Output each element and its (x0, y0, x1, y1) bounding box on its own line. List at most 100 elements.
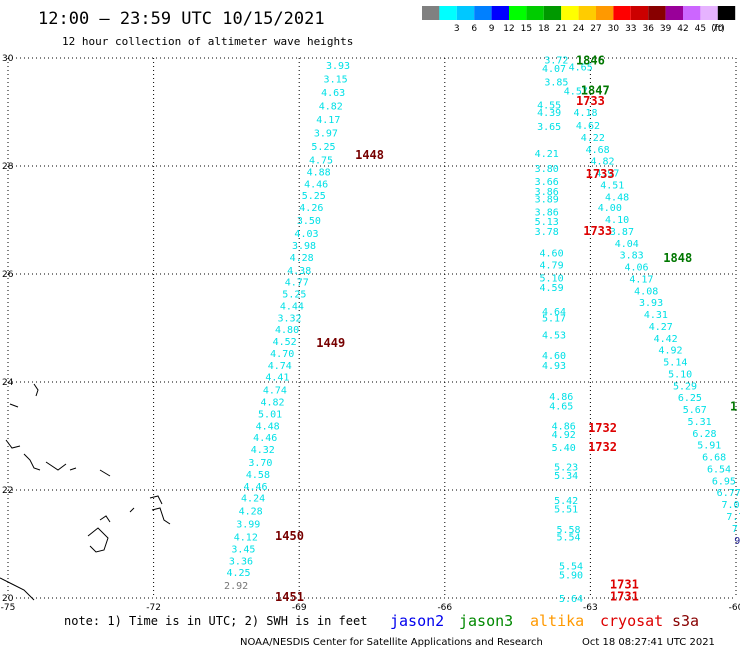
wave-height-value: 3.72 (544, 56, 568, 67)
wave-height-value: 3.86 (535, 187, 559, 198)
wave-height-value: 4.48 (256, 421, 280, 432)
wave-height-tracks: 3.933.154.634.824.173.975.254.754.884.46… (224, 56, 740, 605)
wave-height-value: 3.32 (277, 313, 301, 324)
wave-height-value: 4.46 (243, 482, 267, 493)
wave-height-value: 4.27 (649, 322, 673, 333)
wave-height-value: 4.65 (569, 63, 593, 74)
legend-label: 27 (590, 24, 601, 34)
footer-note: note: 1) Time is in UTC; 2) SWH is in fe… (64, 614, 367, 628)
legend-swatch (561, 6, 579, 20)
satellite-name: jason2 (390, 612, 444, 630)
wave-height-value: 3.78 (535, 227, 559, 238)
map-subtitle: 12 hour collection of altimeter wave hei… (62, 35, 353, 48)
wave-height-value: 3.93 (639, 298, 663, 309)
pass-time: 1733 (586, 167, 615, 181)
wave-height-value: 6.54 (707, 464, 731, 475)
satellite-legend: jason2 jason3 altika cryosat s3a (390, 612, 699, 630)
pass-time: 1732 (588, 421, 617, 435)
wave-height-value: 4.57 (564, 86, 588, 97)
wave-height-value: 4.04 (615, 239, 639, 250)
wave-height-value: 4.80 (275, 325, 299, 336)
wave-height-value: 4.28 (290, 253, 314, 264)
legend-swatch (700, 6, 718, 20)
pass-time: 1732 (588, 440, 617, 454)
pass-time: 1450 (275, 529, 304, 543)
legend-label: 21 (555, 24, 566, 34)
wave-height-value: 5.54 (557, 533, 581, 544)
wave-height-value: 3.89 (535, 194, 559, 205)
satellite-name: s3a (672, 612, 699, 630)
wave-height-value: 3.45 (231, 544, 255, 555)
wave-height-value: 3.65 (537, 122, 561, 133)
wave-height-value: 4.52 (273, 337, 297, 348)
pass-time: 1731 (610, 578, 639, 592)
wave-height-value: 4.93 (542, 361, 566, 372)
wave-height-value: 5.42 (554, 496, 578, 507)
wave-height-value: 4.46 (253, 433, 277, 444)
wave-height-value: 3.66 (535, 177, 559, 188)
wave-height-value: 5.25 (311, 142, 335, 153)
legend-label: 12 (503, 24, 514, 34)
lat-tick-label: 22 (2, 486, 13, 496)
wave-height-value: 4.00 (598, 203, 622, 214)
satellite-name: jason3 (459, 612, 513, 630)
wave-height-value: 4.44 (280, 301, 304, 312)
wave-height-value: 4.06 (624, 263, 648, 274)
legend-label: 24 (573, 24, 585, 34)
wave-height-value: 6.25 (678, 393, 702, 404)
legend-swatch (717, 6, 736, 20)
wave-height-value: 5.13 (535, 217, 559, 228)
wave-height-value: 4.77 (285, 278, 309, 289)
wave-height-value: 4.48 (605, 192, 629, 203)
legend-label: 6 (471, 24, 477, 34)
legend-unit: (ft) (711, 24, 725, 34)
legend-swatch (543, 6, 562, 20)
legend-swatch (596, 6, 614, 20)
wave-height-value: 5.91 (697, 441, 721, 452)
legend-swatch (578, 6, 596, 20)
lat-tick-label: 24 (2, 378, 14, 388)
pass-time: 1731 (610, 589, 639, 603)
lat-lon-grid (7, 57, 737, 599)
wave-height-value: 4.51 (600, 180, 624, 191)
wave-height-value: 4.08 (634, 286, 658, 297)
wave-height-value: 4.74 (268, 361, 292, 372)
lon-tick-label: -66 (437, 603, 452, 613)
wave-height-value: 5.31 (688, 417, 712, 428)
lon-tick-label: -75 (1, 603, 16, 613)
wave-height-value: 4.42 (654, 334, 678, 345)
wave-height-value: 4.25 (226, 568, 250, 579)
legend-label: 39 (660, 24, 672, 34)
wave-height-value: 4.92 (658, 346, 682, 357)
wave-height-value: 4.92 (552, 430, 576, 441)
legend-swatch (613, 6, 631, 20)
wave-height-value: 4.21 (535, 149, 559, 160)
wave-height-value: 4.32 (251, 445, 275, 456)
wave-height-value: 4.86 (552, 421, 576, 432)
legend-label: 36 (642, 24, 654, 34)
wave-height-value: 5.29 (673, 381, 697, 392)
wave-height-value: 4.26 (299, 203, 323, 214)
satellite-name: altika (530, 612, 584, 630)
wave-height-value: 5.25 (282, 290, 306, 301)
wave-height-value: 6.28 (692, 429, 716, 440)
wave-height-value: 4.24 (241, 494, 265, 505)
wave-height-value: 5.10 (540, 273, 564, 284)
wave-height-value: 3.83 (620, 251, 644, 262)
pass-time: 1449 (316, 336, 345, 350)
wave-height-value: 3.86 (535, 207, 559, 218)
legend-swatch (509, 6, 527, 20)
wave-height-value: 4.60 (542, 351, 566, 362)
wave-height-value: 4.53 (542, 331, 566, 342)
legend-swatch (439, 6, 457, 20)
wave-height-value: 5.23 (554, 462, 578, 473)
wave-height-value: 4.38 (287, 266, 311, 277)
legend-swatch (683, 6, 701, 20)
pass-time: 1733 (576, 94, 605, 108)
wave-height-value: 4.46 (304, 179, 328, 190)
map-title: 12:00 – 23:59 UTC 10/15/2021 (38, 9, 325, 29)
wave-height-value: 4.28 (239, 507, 263, 518)
wave-height-value: 4.59 (540, 283, 564, 294)
wave-height-value: 4.60 (540, 248, 564, 259)
